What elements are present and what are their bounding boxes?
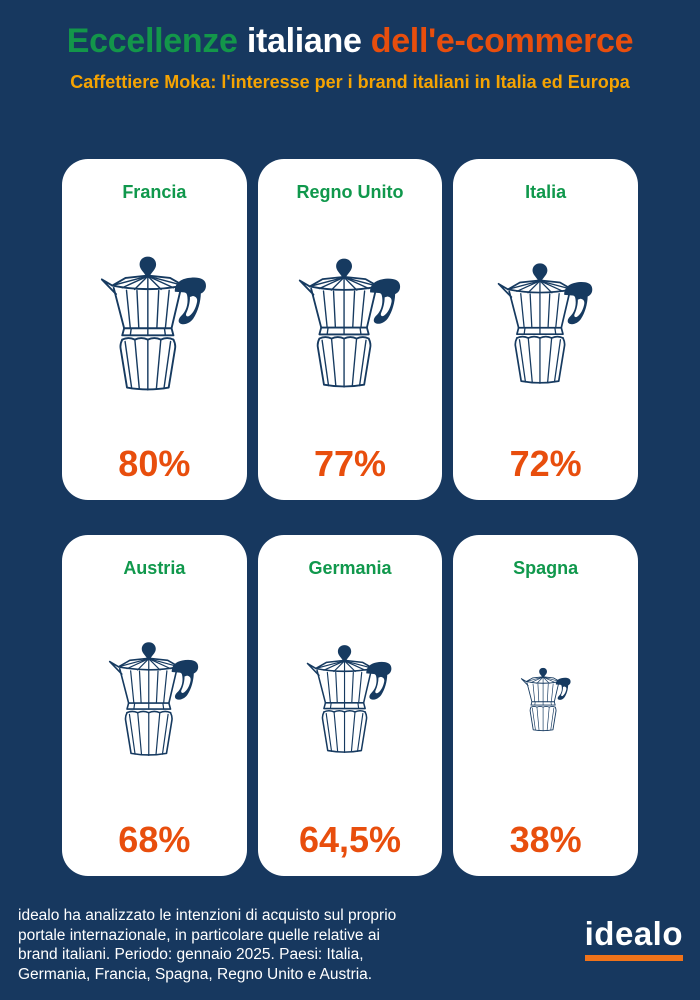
methodology-note: idealo ha analizzato le intenzioni di ac… bbox=[18, 906, 396, 984]
title-part-white: italiane bbox=[246, 22, 362, 60]
country-label: Spagna bbox=[513, 558, 579, 578]
percentage-value: 68% bbox=[118, 819, 191, 860]
country-card-grid: Francia 80% Regno Unito 77% Italia 72% A… bbox=[62, 159, 638, 876]
country-card-francia: Francia 80% bbox=[62, 159, 247, 500]
country-card-italia: Italia 72% bbox=[453, 159, 638, 500]
moka-pot-icon bbox=[107, 641, 201, 757]
idealo-logo-text: idealo bbox=[584, 915, 683, 952]
moka-pot-icon bbox=[99, 255, 209, 392]
moka-pot-icon bbox=[520, 667, 572, 732]
methodology-line: Germania, Francia, Spagna, Regno Unito e… bbox=[18, 965, 373, 983]
country-label: Germania bbox=[308, 558, 392, 578]
country-card-spagna: Spagna 38% bbox=[453, 535, 638, 876]
percentage-value: 80% bbox=[118, 443, 191, 484]
moka-container bbox=[258, 579, 443, 819]
country-card-germania: Germania 64,5% bbox=[257, 535, 443, 876]
methodology-line: idealo ha analizzato le intenzioni di ac… bbox=[18, 907, 397, 924]
moka-pot-icon bbox=[297, 257, 403, 389]
country-label: Francia bbox=[122, 182, 187, 202]
methodology-line: portale internazionale, in particolare q… bbox=[18, 926, 380, 944]
page-title: Eccellenze italiane dell'e-commerce bbox=[0, 22, 700, 61]
idealo-logo-underline bbox=[584, 955, 683, 962]
country-card-austria: Austria 68% bbox=[62, 535, 247, 876]
percentage-value: 38% bbox=[509, 819, 582, 860]
moka-container bbox=[453, 579, 638, 819]
percentage-value: 64,5% bbox=[298, 819, 402, 860]
country-label: Italia bbox=[525, 182, 567, 202]
percentage-value: 72% bbox=[509, 443, 582, 484]
moka-container bbox=[258, 203, 443, 443]
methodology-line: brand italiani. Periodo: gennaio 2025. P… bbox=[18, 946, 364, 963]
country-card-regno-unito: Regno Unito 77% bbox=[257, 159, 443, 500]
moka-container bbox=[62, 203, 247, 443]
idealo-logo: idealo bbox=[584, 915, 683, 962]
header: Eccellenze italiane dell'e-commerce Caff… bbox=[0, 0, 700, 93]
percentage-value: 77% bbox=[313, 443, 387, 484]
country-label: Regno Unito bbox=[296, 182, 404, 202]
page-subtitle: Caffettiere Moka: l'interesse per i bran… bbox=[70, 72, 630, 93]
title-part-green: Eccellenze bbox=[66, 22, 238, 60]
moka-pot-icon bbox=[496, 262, 595, 385]
title-part-orange: dell'e-commerce bbox=[370, 22, 634, 60]
moka-pot-icon bbox=[305, 644, 394, 754]
moka-container bbox=[62, 579, 247, 819]
moka-container bbox=[453, 203, 638, 443]
country-label: Austria bbox=[123, 558, 186, 578]
